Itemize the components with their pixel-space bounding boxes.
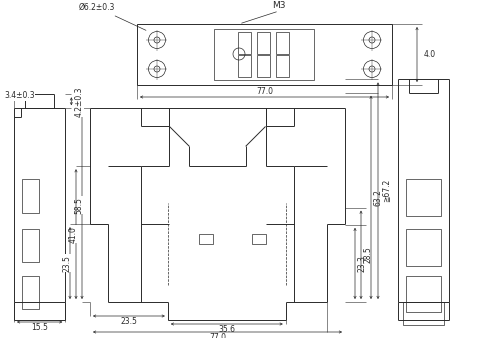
Bar	[256, 32, 269, 54]
Text: 77.0: 77.0	[209, 334, 226, 338]
Bar	[256, 55, 269, 77]
Bar	[137, 24, 391, 85]
Bar	[276, 32, 288, 54]
Text: 35.6: 35.6	[218, 325, 235, 335]
Bar	[22, 275, 39, 309]
Bar	[238, 55, 251, 77]
Bar	[238, 32, 251, 54]
Text: 23.3: 23.3	[357, 255, 366, 272]
Text: 3.4±0.3: 3.4±0.3	[4, 91, 35, 100]
Text: 23.5: 23.5	[120, 317, 137, 327]
Text: 58.5: 58.5	[74, 197, 84, 214]
Bar	[406, 229, 440, 266]
Text: 41.0: 41.0	[68, 226, 77, 243]
Text: 4.2±0.3: 4.2±0.3	[74, 86, 83, 117]
Text: 63.2: 63.2	[373, 189, 382, 206]
Bar	[406, 179, 440, 216]
Text: 28.5: 28.5	[363, 246, 372, 263]
Text: 77.0: 77.0	[255, 87, 273, 96]
Bar	[22, 179, 39, 213]
Bar	[252, 234, 265, 244]
Bar	[199, 234, 212, 244]
Text: 23.5: 23.5	[62, 255, 72, 271]
Text: Ø6.2±0.3: Ø6.2±0.3	[79, 3, 145, 30]
Text: 15.5: 15.5	[31, 323, 48, 333]
Bar	[276, 55, 288, 77]
Bar	[22, 229, 39, 262]
Bar	[402, 302, 444, 325]
Bar	[406, 275, 440, 312]
Text: 4.0: 4.0	[423, 50, 435, 59]
Text: ≧67.2: ≧67.2	[380, 179, 389, 202]
Bar	[214, 29, 313, 80]
Text: M3: M3	[272, 1, 285, 10]
